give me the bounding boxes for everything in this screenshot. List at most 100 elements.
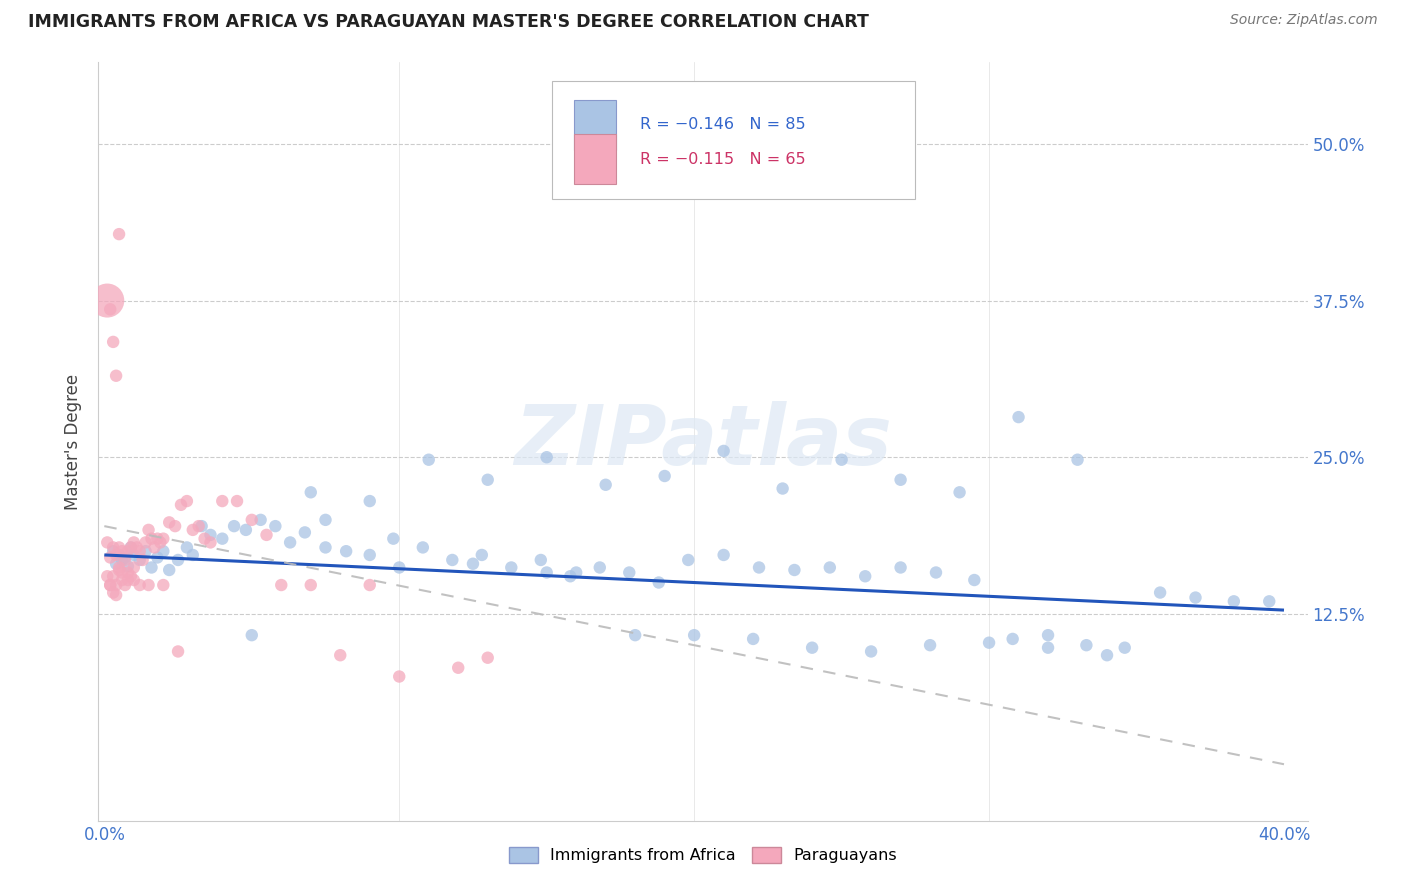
Point: [948, 485, 970, 500]
Text: Source: ZipAtlas.com: Source: ZipAtlas.com: [1230, 13, 1378, 28]
Point: [1076, 638, 1098, 652]
Point: [181, 548, 204, 562]
Point: [122, 535, 145, 549]
Point: [678, 553, 700, 567]
Point: [108, 227, 131, 241]
Point: [222, 519, 245, 533]
Point: [447, 661, 470, 675]
Point: [117, 559, 139, 574]
Point: [114, 578, 136, 592]
Point: [167, 553, 190, 567]
Point: [256, 528, 278, 542]
Point: [595, 477, 617, 491]
FancyBboxPatch shape: [551, 81, 915, 199]
Point: [299, 578, 322, 592]
Bar: [574, 135, 616, 184]
Point: [117, 566, 139, 580]
Point: [530, 553, 553, 567]
Point: [501, 560, 523, 574]
Point: [335, 544, 357, 558]
Bar: [574, 100, 616, 150]
Point: [135, 544, 157, 558]
Point: [977, 635, 1000, 649]
Point: [96, 569, 118, 583]
Point: [536, 450, 558, 465]
Point: [108, 541, 131, 555]
Point: [157, 516, 180, 530]
Point: [152, 544, 174, 558]
Point: [170, 498, 193, 512]
Point: [105, 588, 128, 602]
Point: [101, 334, 124, 349]
Point: [441, 553, 464, 567]
Point: [114, 553, 136, 567]
Point: [96, 293, 118, 308]
Point: [128, 544, 150, 558]
Point: [117, 573, 139, 587]
Point: [382, 532, 405, 546]
Point: [683, 628, 706, 642]
Point: [122, 560, 145, 574]
Point: [648, 575, 671, 590]
Point: [1066, 452, 1088, 467]
Point: [128, 553, 150, 567]
Point: [128, 578, 150, 592]
Point: [105, 548, 128, 562]
Point: [240, 628, 263, 642]
Point: [536, 566, 558, 580]
Point: [181, 523, 204, 537]
Point: [624, 628, 647, 642]
Point: [167, 644, 190, 658]
Text: IMMIGRANTS FROM AFRICA VS PARAGUAYAN MASTER'S DEGREE CORRELATION CHART: IMMIGRANTS FROM AFRICA VS PARAGUAYAN MAS…: [28, 13, 869, 31]
Point: [101, 544, 124, 558]
Point: [152, 532, 174, 546]
Text: ZIPatlas: ZIPatlas: [515, 401, 891, 482]
Point: [748, 560, 770, 574]
Point: [299, 485, 322, 500]
Point: [619, 566, 641, 580]
Point: [96, 535, 118, 549]
Point: [211, 532, 233, 546]
Point: [141, 560, 163, 574]
Point: [1149, 585, 1171, 599]
Point: [105, 368, 128, 383]
Point: [471, 548, 494, 562]
Point: [477, 650, 499, 665]
Point: [359, 548, 381, 562]
Point: [120, 541, 142, 555]
Point: [264, 519, 287, 533]
Point: [818, 560, 841, 574]
Point: [853, 569, 876, 583]
Point: [98, 578, 121, 592]
Point: [138, 578, 160, 592]
Point: [149, 535, 172, 549]
Point: [101, 585, 124, 599]
Point: [135, 535, 157, 549]
Point: [920, 638, 942, 652]
Point: [157, 563, 180, 577]
Point: [831, 452, 853, 467]
Point: [108, 560, 131, 574]
Point: [963, 573, 986, 587]
Point: [235, 523, 257, 537]
Point: [120, 569, 142, 583]
Point: [122, 573, 145, 587]
Point: [278, 535, 301, 549]
Point: [101, 541, 124, 555]
Point: [359, 494, 381, 508]
Point: [249, 513, 271, 527]
Point: [315, 541, 337, 555]
Point: [388, 669, 411, 683]
Point: [560, 569, 582, 583]
Point: [890, 473, 912, 487]
Point: [117, 544, 139, 558]
Y-axis label: Master's Degree: Master's Degree: [65, 374, 83, 509]
Point: [211, 494, 233, 508]
Point: [187, 519, 209, 533]
Point: [359, 578, 381, 592]
Point: [98, 550, 121, 565]
Point: [461, 557, 484, 571]
Point: [146, 550, 169, 565]
Point: [200, 528, 222, 542]
Point: [105, 557, 128, 571]
